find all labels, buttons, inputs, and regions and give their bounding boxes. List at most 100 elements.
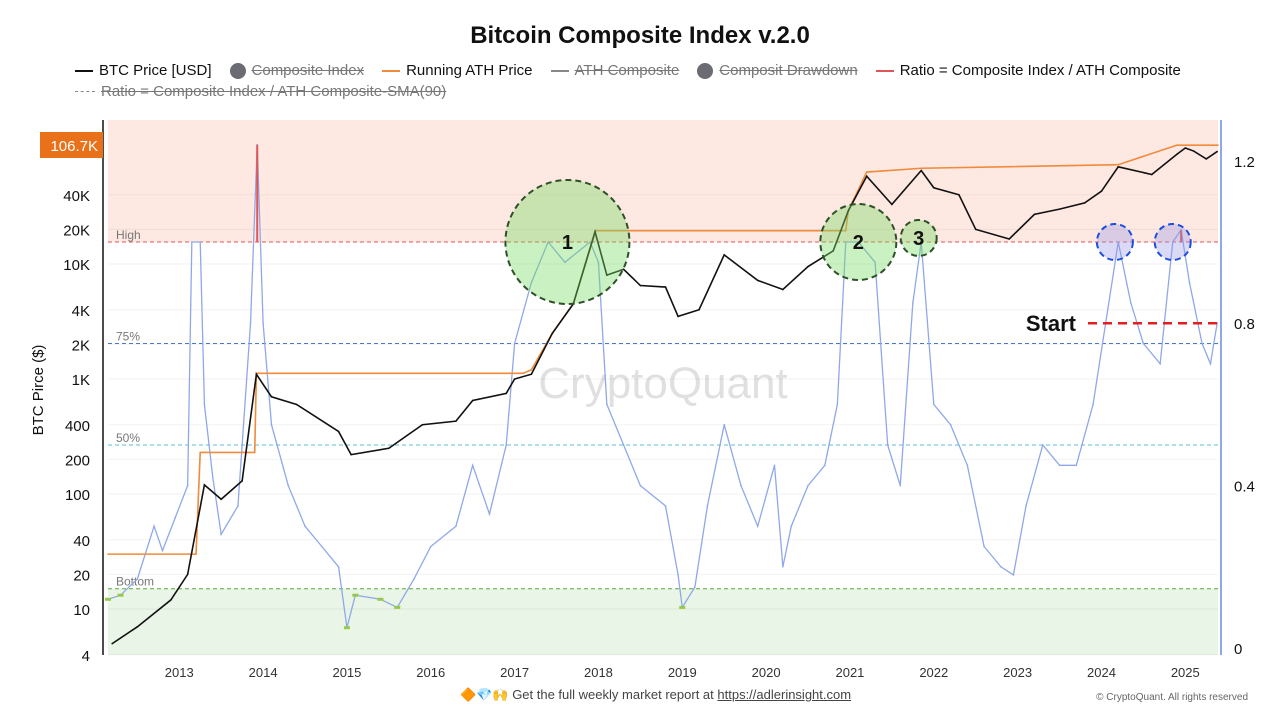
data-point: [295, 403, 298, 406]
legend-ratio[interactable]: Ratio = Composite Index / ATH Composite: [875, 62, 1181, 79]
y-tick-label: 20: [73, 567, 90, 584]
data-point: [488, 513, 491, 515]
x-tick-label: 2019: [668, 665, 697, 680]
legend-composit-drawdown[interactable]: Composit Drawdown: [697, 62, 858, 79]
data-point: [912, 302, 914, 304]
data-point: [1159, 363, 1161, 365]
data-point: [505, 392, 508, 395]
data-point: [1008, 238, 1011, 240]
data-point: [974, 228, 977, 231]
data-point: [844, 241, 847, 243]
data-point: [421, 423, 424, 426]
data-point: [471, 399, 474, 402]
data-point: [723, 423, 726, 426]
data-point: [782, 566, 784, 568]
data-point: [594, 231, 596, 233]
x-tick-label: 2022: [919, 665, 948, 680]
data-point: [723, 254, 726, 256]
x-tick-label: 2016: [416, 665, 445, 680]
footer-link[interactable]: https://adlerinsight.com: [717, 687, 852, 702]
legend-ratio-sma[interactable]: Ratio = Composite Index / ATH Composite-…: [75, 83, 446, 100]
current-price-label: 106.7K: [50, 138, 98, 155]
legend-label: Running ATH Price: [406, 62, 533, 79]
legend-btc-price[interactable]: BTC Price [USD]: [75, 62, 212, 79]
data-point: [513, 342, 516, 345]
data-point: [1216, 150, 1218, 153]
data-point: [136, 626, 139, 628]
x-tick-label: 2014: [249, 665, 278, 680]
data-point: [455, 525, 457, 527]
data-point: [958, 193, 960, 196]
y-tick-label: 20K: [63, 222, 90, 239]
data-point: [1184, 147, 1187, 149]
footer-text: Get the full weekly market report at: [512, 687, 718, 702]
data-point: [920, 167, 923, 170]
annotation-circle-3: [899, 218, 938, 257]
legend-ath-composite[interactable]: ATH Composite: [550, 62, 679, 79]
data-point: [756, 525, 759, 527]
data-point: [681, 606, 684, 609]
data-point: [199, 241, 202, 243]
data-point: [1201, 342, 1203, 345]
data-point: [119, 594, 122, 597]
annotation-circle-1: [504, 179, 631, 305]
data-point: [1117, 166, 1120, 168]
data-point: [350, 453, 352, 456]
bottom-zone: [108, 588, 1218, 655]
data-point: [379, 598, 382, 601]
data-point: [255, 373, 258, 376]
data-point: [241, 480, 243, 482]
data-point: [983, 545, 985, 548]
data-point: [337, 430, 340, 433]
data-point: [1092, 403, 1094, 406]
data-point: [1041, 444, 1044, 446]
data-point: [664, 505, 667, 507]
y2-tick-label: 0: [1234, 641, 1242, 658]
y-tick-label: 2K: [72, 337, 90, 354]
data-point: [1083, 202, 1086, 204]
data-point: [606, 403, 608, 406]
x-tick-label: 2017: [500, 665, 529, 680]
dash-swatch-icon: [75, 91, 95, 92]
annotation-label: 1: [562, 232, 573, 254]
data-point: [1025, 505, 1027, 507]
data-point: [622, 268, 625, 271]
data-point: [1117, 241, 1120, 243]
data-point: [807, 265, 809, 268]
data-point: [1130, 302, 1132, 304]
annotation-label: 3: [913, 228, 924, 250]
data-point: [551, 332, 554, 335]
x-tick-label: 2018: [584, 665, 613, 680]
data-point: [161, 549, 164, 552]
series-line-0: [111, 147, 1218, 645]
data-point: [706, 505, 709, 507]
data-point: [136, 578, 139, 580]
data-point: [1217, 144, 1219, 146]
legend-row-2: Ratio = Composite Index / ATH Composite-…: [75, 83, 446, 100]
data-point: [920, 241, 923, 243]
data-point: [388, 447, 390, 450]
data-point: [1058, 464, 1061, 467]
data-point: [824, 464, 826, 467]
data-point: [1176, 144, 1178, 146]
data-point: [966, 464, 969, 467]
y-tick-label: 40K: [63, 188, 90, 205]
data-point: [1012, 574, 1015, 576]
data-point: [1100, 190, 1103, 192]
data-point: [455, 420, 457, 422]
data-point: [530, 373, 533, 376]
band-label: 50%: [116, 431, 140, 445]
data-point: [203, 403, 206, 406]
legend-running-ath[interactable]: Running ATH Price: [382, 62, 533, 79]
data-point: [597, 261, 600, 264]
data-point: [857, 241, 860, 243]
data-point: [865, 171, 868, 173]
data-point: [413, 578, 415, 580]
legend-composite-index[interactable]: Composite Index: [229, 62, 364, 79]
data-point: [249, 322, 252, 325]
line-swatch-icon: [875, 69, 894, 72]
data-point: [832, 250, 834, 252]
y-tick-label: 100: [65, 487, 90, 504]
line-swatch-icon: [75, 69, 93, 72]
